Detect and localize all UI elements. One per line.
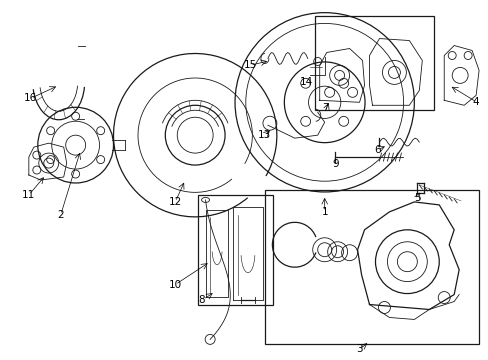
Bar <box>264 190 478 345</box>
Text: 6: 6 <box>373 145 380 155</box>
Text: 9: 9 <box>332 159 338 169</box>
Text: 5: 5 <box>413 193 420 203</box>
Text: 16: 16 <box>24 93 38 103</box>
Text: 13: 13 <box>258 130 271 140</box>
Bar <box>314 15 433 110</box>
Text: 10: 10 <box>168 280 182 289</box>
Bar <box>198 195 272 305</box>
Text: 8: 8 <box>198 294 204 305</box>
Text: 14: 14 <box>300 77 313 87</box>
Text: 15: 15 <box>243 60 256 71</box>
Text: 4: 4 <box>471 97 478 107</box>
Text: 7: 7 <box>321 103 327 113</box>
Text: 2: 2 <box>57 210 64 220</box>
Text: 3: 3 <box>356 345 362 354</box>
Text: 11: 11 <box>22 190 36 200</box>
Text: 12: 12 <box>168 197 182 207</box>
Text: 1: 1 <box>321 207 327 217</box>
